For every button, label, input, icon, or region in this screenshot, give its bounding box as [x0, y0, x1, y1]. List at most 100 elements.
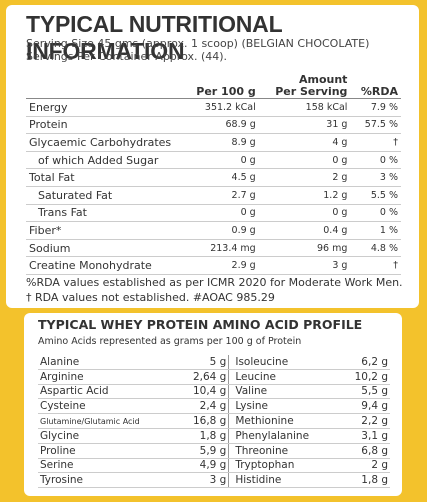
amino-value: 5,9 g — [177, 443, 230, 459]
nutrient-value: 4.5 g — [182, 168, 259, 187]
nutrient-value: 57.5 % — [350, 116, 401, 135]
header-cell — [26, 68, 182, 99]
amino-name: Tyrosine — [38, 472, 178, 489]
nutrient-name: Energy — [26, 98, 182, 117]
amino-value: 5,5 g — [339, 384, 390, 400]
nutrient-value: 213.4 mg — [182, 239, 259, 258]
nutrient-value: 68.9 g — [182, 116, 259, 135]
amino-value: 3,1 g — [339, 428, 390, 444]
nutrient-name: Creatine Monohydrate — [26, 256, 182, 275]
nutrient-row: Saturated Fat 2.7 g 1.2 g 5.5 % — [26, 186, 401, 205]
nutrient-value: 31 g — [258, 116, 351, 135]
nutrient-value: 2 g — [258, 168, 351, 187]
footnote: %RDA values established as per ICMR 2020… — [26, 276, 403, 304]
amino-name: Isoleucine — [228, 355, 340, 370]
serving-size: Serving Size 45 gms (approx. 1 scoop) (B… — [26, 37, 370, 50]
nutrient-name: Trans Fat — [26, 204, 182, 223]
amino-row: Glutamine/Glutamic Acid 16,8 g Methionine 2… — [38, 413, 390, 429]
nutrient-value: 158 kCal — [258, 98, 351, 117]
nutrient-value: 3 % — [350, 168, 401, 187]
amino-name: Aspartic Acid — [38, 384, 178, 400]
nutrient-name: Protein — [26, 116, 182, 135]
nutrient-value: 0.4 g — [258, 221, 351, 240]
nutrient-name: Saturated Fat — [26, 186, 182, 205]
amino-value: 6,2 g — [339, 355, 390, 370]
header-text: Per Serving — [275, 85, 348, 98]
amino-row: Proline 5,9 g Threonine 6,8 g — [38, 443, 390, 459]
amino-value: 3 g — [177, 472, 230, 489]
amino-name: Proline — [38, 443, 178, 459]
nutrient-value: 7.9 % — [350, 98, 401, 117]
nutrient-row: Sodium 213.4 mg 96 mg 4.8 % — [26, 239, 401, 258]
amino-name: Methionine — [228, 413, 340, 429]
nutrient-value: 3 g — [258, 256, 351, 275]
nutrient-row: Energy 351.2 kCal 158 kCal 7.9 % — [26, 98, 401, 117]
amino-row: Glycine 1,8 g Phenylalanine 3,1 g — [38, 428, 390, 444]
amino-name: Lysine — [228, 398, 340, 415]
nutrient-row: Protein 68.9 g 31 g 57.5 % — [26, 116, 401, 135]
header-row: Per 100 g Amount Per Serving %RDA — [26, 68, 401, 99]
amino-title: TYPICAL WHEY PROTEIN AMINO ACID PROFILE — [38, 317, 363, 332]
amino-panel: TYPICAL WHEY PROTEIN AMINO ACID PROFILE … — [24, 313, 402, 496]
amino-name: Tryptophan — [228, 458, 340, 474]
amino-name: Arginine — [38, 369, 178, 385]
nutrient-value: 1 % — [350, 221, 401, 240]
amino-name: Glutamine/Glutamic Acid — [38, 413, 178, 429]
amino-value: 16,8 g — [177, 413, 230, 429]
nutrient-value: 4.8 % — [350, 239, 401, 258]
amino-name: Histidine — [228, 472, 340, 489]
amino-name: Leucine — [228, 369, 340, 385]
header-cell: %RDA — [350, 68, 401, 99]
amino-value: 4,9 g — [177, 458, 230, 474]
amino-value: 2,2 g — [339, 413, 390, 429]
nutrient-value: 96 mg — [258, 239, 351, 258]
nutrient-name: of which Added Sugar — [26, 151, 182, 170]
nutrient-value: 8.9 g — [182, 133, 259, 152]
header-cell: Amount Per Serving — [258, 68, 351, 99]
title: TYPICAL NUTRITIONAL INFORMATION — [26, 11, 283, 64]
amino-value: 1,8 g — [177, 428, 230, 444]
amino-value: 6,8 g — [339, 443, 390, 459]
nutrition-table: Per 100 g Amount Per Serving %RDA Energy 3… — [26, 68, 401, 275]
amino-name: Cysteine — [38, 398, 178, 415]
nutrient-value: 2.9 g — [182, 256, 259, 275]
amino-row: Cysteine 2,4 g Lysine 9,4 g — [38, 398, 390, 415]
header-text: Amount — [298, 73, 348, 86]
nutrient-value: 0 g — [258, 204, 351, 223]
amino-value: 5 g — [177, 355, 230, 370]
header-cell: Per 100 g — [182, 68, 259, 99]
amino-name: Phenylalanine — [228, 428, 340, 444]
nutrient-name: Total Fat — [26, 168, 182, 187]
amino-value: 2,4 g — [177, 398, 230, 415]
amino-row: Aspartic Acid 10,4 g Valine 5,5 g — [38, 384, 390, 400]
amino-value: 10,4 g — [177, 384, 230, 400]
amino-value: 1,8 g — [339, 472, 390, 489]
nutrient-value: 0 % — [350, 204, 401, 223]
nutrient-value: 0 % — [350, 151, 401, 170]
amino-row: Alanine 5 g Isoleucine 6,2 g — [38, 355, 390, 370]
nutrient-value: 0 g — [258, 151, 351, 170]
amino-name: Serine — [38, 458, 178, 474]
amino-value: 10,2 g — [339, 369, 390, 385]
amino-name: Valine — [228, 384, 340, 400]
amino-row: Arginine 2,64 g Leucine 10,2 g — [38, 369, 390, 385]
amino-value: 2,64 g — [177, 369, 230, 385]
amino-value: 2 g — [339, 458, 390, 474]
amino-name: Alanine — [38, 355, 178, 370]
nutrient-value: 1.2 g — [258, 186, 351, 205]
nutrient-value: 4 g — [258, 133, 351, 152]
nutrient-value: 351.2 kCal — [182, 98, 259, 117]
servings-per-container: Servings Per Container Approx. (44). — [26, 50, 228, 63]
nutrient-value: 2.7 g — [182, 186, 259, 205]
nutrient-value: 0 g — [182, 204, 259, 223]
amino-name: Threonine — [228, 443, 340, 459]
nutrient-value: 0 g — [182, 151, 259, 170]
amino-row: Tyrosine 3 g Histidine 1,8 g — [38, 472, 390, 489]
